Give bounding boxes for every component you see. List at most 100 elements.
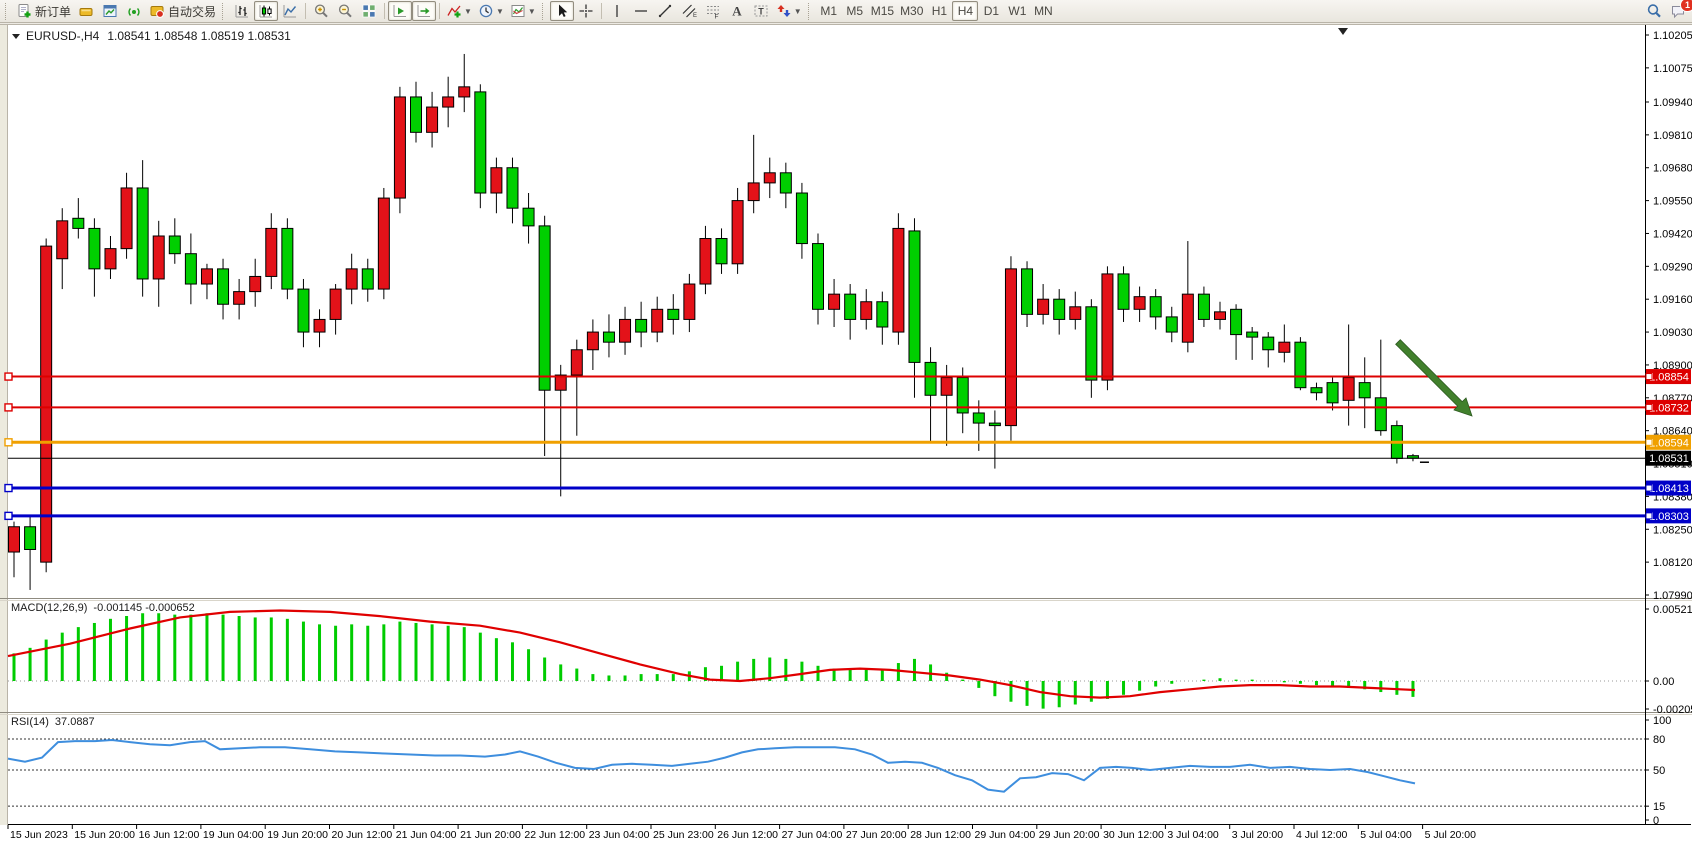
time-axis[interactable]: 15 Jun 2023 15 Jun 20:00 16 Jun 12:00 19 Ju…: [7, 825, 1476, 841]
tf-m5-button[interactable]: M5: [846, 4, 864, 18]
svg-text:25 Jun 23:00: 25 Jun 23:00: [653, 829, 714, 841]
dropdown-caret-icon: ▼: [527, 6, 536, 16]
horizontal-line-object[interactable]: [4, 403, 1645, 412]
fibonacci-icon: F: [705, 3, 721, 21]
tf-m30-button[interactable]: M30: [900, 4, 924, 18]
fibonacci-button[interactable]: F: [701, 1, 725, 21]
tf-m1-button[interactable]: M1: [820, 4, 838, 18]
indicators-icon: [446, 3, 462, 19]
tf-w1-button[interactable]: W1: [1008, 4, 1027, 18]
svg-text:T: T: [758, 7, 764, 17]
market-watch-button[interactable]: [74, 1, 98, 21]
chart-shift-button[interactable]: [412, 1, 437, 21]
svg-text:1.08303: 1.08303: [1649, 511, 1689, 523]
horizontal-line-object[interactable]: [4, 511, 1645, 521]
channel-icon: E: [681, 3, 697, 19]
svg-text:1.08250: 1.08250: [1653, 524, 1692, 536]
toolbar-separator: [384, 3, 386, 19]
auto-trading-icon: [149, 3, 165, 19]
bar-chart-button[interactable]: [230, 1, 254, 21]
svg-text:1.09420: 1.09420: [1653, 228, 1692, 240]
macd-name: MACD(12,26,9): [11, 602, 88, 614]
horizontal-line-object[interactable]: [4, 483, 1645, 493]
svg-text:1.10075: 1.10075: [1653, 63, 1692, 75]
zoom-out-button[interactable]: [333, 1, 357, 21]
svg-text:5 Jul 04:00: 5 Jul 04:00: [1360, 829, 1412, 841]
tf-d1-button[interactable]: D1: [983, 4, 1000, 18]
chart-window-button[interactable]: [98, 1, 122, 21]
search-button[interactable]: [1642, 1, 1666, 21]
channel-button[interactable]: E: [677, 1, 701, 21]
dropdown-caret-icon: ▼: [793, 6, 802, 16]
notification-badge: 1: [1679, 0, 1692, 12]
auto-scroll-button[interactable]: [388, 1, 413, 21]
zoom-in-button[interactable]: [309, 1, 333, 21]
new-order-button[interactable]: 新订单: [13, 1, 74, 21]
templates-icon: [510, 3, 526, 19]
svg-text:0.00: 0.00: [1653, 676, 1674, 688]
svg-text:3 Jul 04:00: 3 Jul 04:00: [1167, 829, 1219, 841]
vline-icon: [609, 3, 625, 19]
chart-window-icon: [102, 3, 118, 19]
toolbar-grip: [541, 2, 546, 20]
svg-text:1.08900: 1.08900: [1653, 360, 1692, 372]
tf-h1-button[interactable]: H1: [931, 4, 948, 18]
indicators-button[interactable]: ▼: [443, 1, 475, 21]
templates-button[interactable]: ▼: [507, 1, 539, 21]
new-order-icon: [16, 3, 32, 19]
chart-canvas[interactable]: 1.10205 1.10075 1.09940 1.09810 1.09680 1.095…: [0, 25, 1692, 848]
svg-text:0: 0: [1653, 815, 1659, 827]
line-chart-icon: [282, 3, 298, 19]
crosshair-button[interactable]: [574, 1, 598, 21]
tf-mn-button[interactable]: MN: [1034, 4, 1053, 18]
tile-windows-button[interactable]: [357, 1, 381, 21]
trendline-button[interactable]: [653, 1, 677, 21]
svg-text:1.09290: 1.09290: [1653, 261, 1692, 273]
tf-h4-button[interactable]: H4: [952, 1, 979, 21]
candlestick-button[interactable]: [254, 1, 279, 21]
toolbar-separator: [305, 3, 307, 19]
svg-text:1.09160: 1.09160: [1653, 294, 1692, 306]
notifications-button[interactable]: 1: [1666, 0, 1692, 21]
svg-text:4 Jul 12:00: 4 Jul 12:00: [1296, 829, 1348, 841]
svg-text:1.09550: 1.09550: [1653, 196, 1692, 208]
macd-values: -0.001145 -0.000652: [93, 602, 195, 614]
periods-button[interactable]: ▼: [475, 1, 507, 21]
svg-text:23 Jun 04:00: 23 Jun 04:00: [589, 829, 650, 841]
svg-text:50: 50: [1653, 765, 1665, 777]
text-label-button[interactable]: T: [749, 1, 773, 21]
horizontal-line-button[interactable]: [629, 1, 653, 21]
horizontal-line-object[interactable]: [4, 438, 1645, 447]
cursor-button[interactable]: [549, 1, 574, 21]
chart-shift-marker[interactable]: [1338, 28, 1348, 35]
svg-text:1.09940: 1.09940: [1653, 97, 1692, 109]
svg-text:1.10205: 1.10205: [1653, 30, 1692, 42]
text-label-icon: T: [753, 3, 769, 19]
svg-text:1.08594: 1.08594: [1649, 437, 1689, 449]
vertical-line-button[interactable]: [605, 1, 629, 21]
svg-text:100: 100: [1653, 715, 1671, 727]
arrow-annotation[interactable]: [1395, 339, 1473, 417]
tf-m15-button[interactable]: M15: [870, 4, 895, 18]
toolbar-right: 1: [1642, 0, 1692, 21]
svg-text:20 Jun 12:00: 20 Jun 12:00: [332, 829, 393, 841]
auto-trading-button[interactable]: 自动交易: [146, 1, 219, 21]
svg-text:0.005211: 0.005211: [1653, 604, 1692, 616]
chart-ohlc-values: 1.08541 1.08548 1.08519 1.08531: [107, 29, 291, 43]
toolbar-grip: [807, 2, 812, 20]
svg-text:30 Jun 12:00: 30 Jun 12:00: [1103, 829, 1164, 841]
symbol-dropdown-icon[interactable]: [12, 33, 20, 39]
price-axis[interactable]: 1.10205 1.10075 1.09940 1.09810 1.09680 1.095…: [1645, 30, 1692, 827]
text-button[interactable]: A: [725, 1, 749, 21]
arrows-button[interactable]: ▼: [773, 1, 805, 21]
signal-button[interactable]: [122, 1, 146, 21]
line-chart-button[interactable]: [278, 1, 302, 21]
chart-title: EURUSD-,H4 1.08541 1.08548 1.08519 1.085…: [12, 29, 299, 43]
svg-text:E: E: [693, 13, 697, 19]
svg-text:1.08120: 1.08120: [1653, 557, 1692, 569]
chart-symbol-timeframe: EURUSD-,H4: [26, 29, 100, 43]
svg-text:21 Jun 20:00: 21 Jun 20:00: [460, 829, 521, 841]
horizontal-line-object[interactable]: [4, 372, 1645, 381]
svg-text:15 Jun 2023: 15 Jun 2023: [10, 829, 68, 841]
svg-text:1.08640: 1.08640: [1653, 426, 1692, 438]
